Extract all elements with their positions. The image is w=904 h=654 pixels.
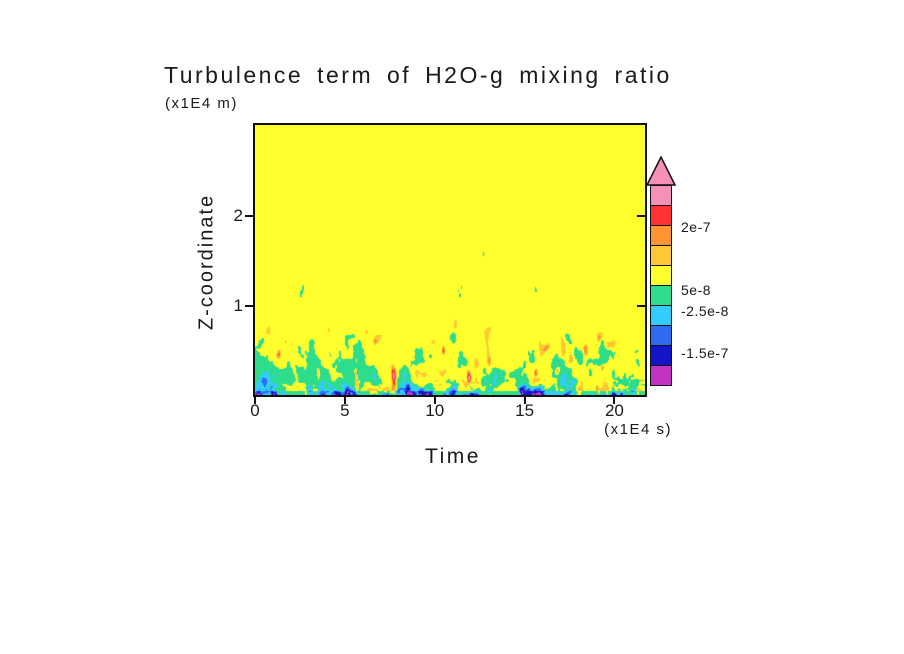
y-tick-mark [245,215,253,218]
y-axis-unit-label: (x1E4 m) [165,95,238,112]
y-tick-mark-right [637,304,645,307]
colorbar-segment [650,325,672,346]
x-tick-label: 0 [250,401,260,420]
x-tick-mark [613,397,616,404]
x-tick-label: 5 [340,401,350,420]
y-tick-mark-right [637,215,645,218]
x-tick-mark [523,397,526,404]
colorbar-level-label: 2e-7 [681,219,712,235]
y-tick-label: 1 [233,295,243,315]
colorbar-over-arrow [645,156,677,186]
x-tick-mark [254,397,256,404]
colorbar-segment [650,205,672,226]
x-tick-label: 20 [604,401,624,420]
colorbar-segment [650,185,672,206]
colorbar-segment [650,285,672,306]
y-tick-label: 2 [233,206,243,226]
colorbar-level-label: -2.5e-8 [681,303,729,319]
colorbar-segment [650,265,672,286]
colorbar-segment [650,225,672,246]
x-tick-label: 15 [515,401,535,420]
colorbar-level-label: 5e-8 [681,282,712,298]
plot-frame [253,123,647,397]
colorbar-segment [650,245,672,266]
colorbar [650,185,672,386]
y-tick-mark [245,304,253,307]
x-tick-mark [343,397,346,404]
colorbar-segment [650,345,672,366]
colorbar-segment [650,305,672,326]
x-tick-label: 10 [425,401,445,420]
colorbar-segment [650,365,672,386]
x-axis-title: Time [425,445,481,468]
x-tick-mark [433,397,436,404]
x-axis-unit-label: (x1E4 s) [604,421,672,438]
colorbar-level-label: -1.5e-7 [681,345,729,361]
heatmap-field [255,125,645,395]
chart-title: Turbulence term of H2O-g mixing ratio [164,62,672,88]
